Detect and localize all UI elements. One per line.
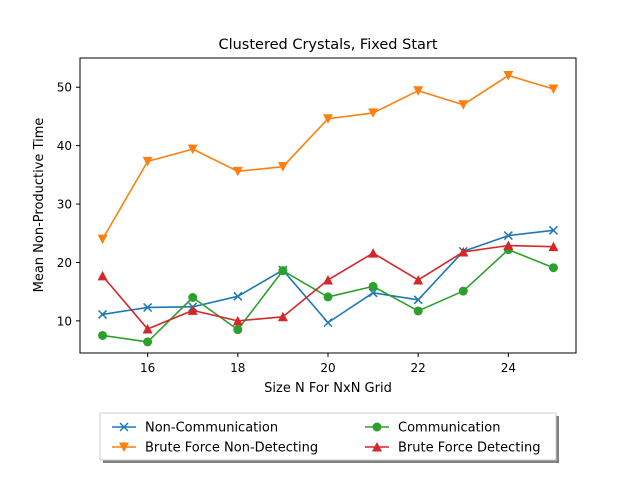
legend: Non-Communication Brute Force Non-Detecti…: [99, 412, 559, 463]
data-point: [98, 330, 108, 340]
data-point: [98, 309, 108, 319]
legend-box: [99, 412, 557, 461]
x-tick-label: 20: [320, 361, 335, 375]
data-point: [97, 234, 108, 245]
data-point: [368, 288, 378, 298]
x-tick-label: 18: [230, 361, 245, 375]
data-point: [323, 114, 333, 124]
data-point: [277, 311, 288, 322]
y-axis-label: Mean Non-Productive Time: [32, 118, 47, 293]
y-tick-label: 40: [57, 139, 72, 153]
data-point: [548, 241, 559, 252]
legend-item: Brute Force Detecting: [365, 441, 541, 456]
legend-marker: [119, 422, 129, 432]
series-brute-force-detecting: [97, 240, 559, 334]
y-tick-label: 30: [57, 198, 72, 212]
y-tick-label: 20: [57, 256, 72, 270]
data-point: [413, 86, 424, 96]
data-point: [503, 231, 513, 241]
data-point: [323, 318, 333, 328]
x-tick-label: 24: [501, 361, 516, 375]
legend-marker: [372, 422, 382, 432]
series-brute-force-non-detecting: [97, 71, 559, 245]
data-point: [368, 281, 378, 291]
chart-title: Clustered Crystals, Fixed Start: [218, 37, 437, 53]
data-point: [233, 325, 243, 335]
data-point: [233, 291, 243, 301]
legend-label: Communication: [398, 421, 500, 436]
data-point: [458, 286, 468, 296]
data-point: [278, 266, 288, 276]
data-point: [413, 306, 423, 316]
legend-item: Communication: [365, 421, 500, 436]
data-point: [187, 144, 198, 155]
data-point: [458, 246, 469, 257]
data-point: [143, 302, 153, 312]
data-point: [548, 84, 559, 94]
legend-label: Non-Communication: [145, 421, 278, 436]
x-tick-label: 22: [411, 361, 426, 375]
legend-item: Non-Communication: [112, 421, 278, 436]
data-point: [548, 225, 558, 235]
data-point: [413, 295, 423, 305]
data-point: [323, 292, 333, 302]
plot-frame: [79, 57, 577, 354]
legend-marker: [119, 442, 129, 452]
data-point: [458, 100, 469, 110]
data-point: [232, 315, 243, 326]
data-point: [142, 156, 153, 167]
plot-area: 16 18 20 22 24 10 20 30 40 50: [57, 71, 559, 375]
data-point: [503, 240, 514, 251]
data-point: [187, 305, 198, 315]
data-point: [548, 263, 558, 273]
data-point: [503, 71, 514, 81]
legend-label: Brute Force Detecting: [398, 441, 541, 456]
y-tick-label: 10: [57, 314, 72, 328]
data-point: [188, 293, 198, 303]
x-tick-label: 16: [140, 361, 155, 375]
legend-marker: [372, 442, 382, 452]
legend-label: Brute Force Non-Detecting: [145, 441, 318, 456]
data-point: [143, 337, 153, 347]
legend-item: Brute Force Non-Detecting: [112, 441, 318, 456]
data-point: [368, 108, 379, 118]
series-communication: [98, 245, 558, 347]
data-point: [413, 274, 424, 285]
data-point: [323, 274, 333, 285]
x-axis-label: Size N For NxN Grid: [264, 381, 392, 396]
data-point: [142, 324, 153, 334]
data-point: [97, 270, 108, 281]
data-point: [368, 248, 379, 258]
data-point: [277, 162, 288, 172]
y-tick-label: 50: [57, 81, 72, 95]
data-point: [232, 166, 243, 177]
